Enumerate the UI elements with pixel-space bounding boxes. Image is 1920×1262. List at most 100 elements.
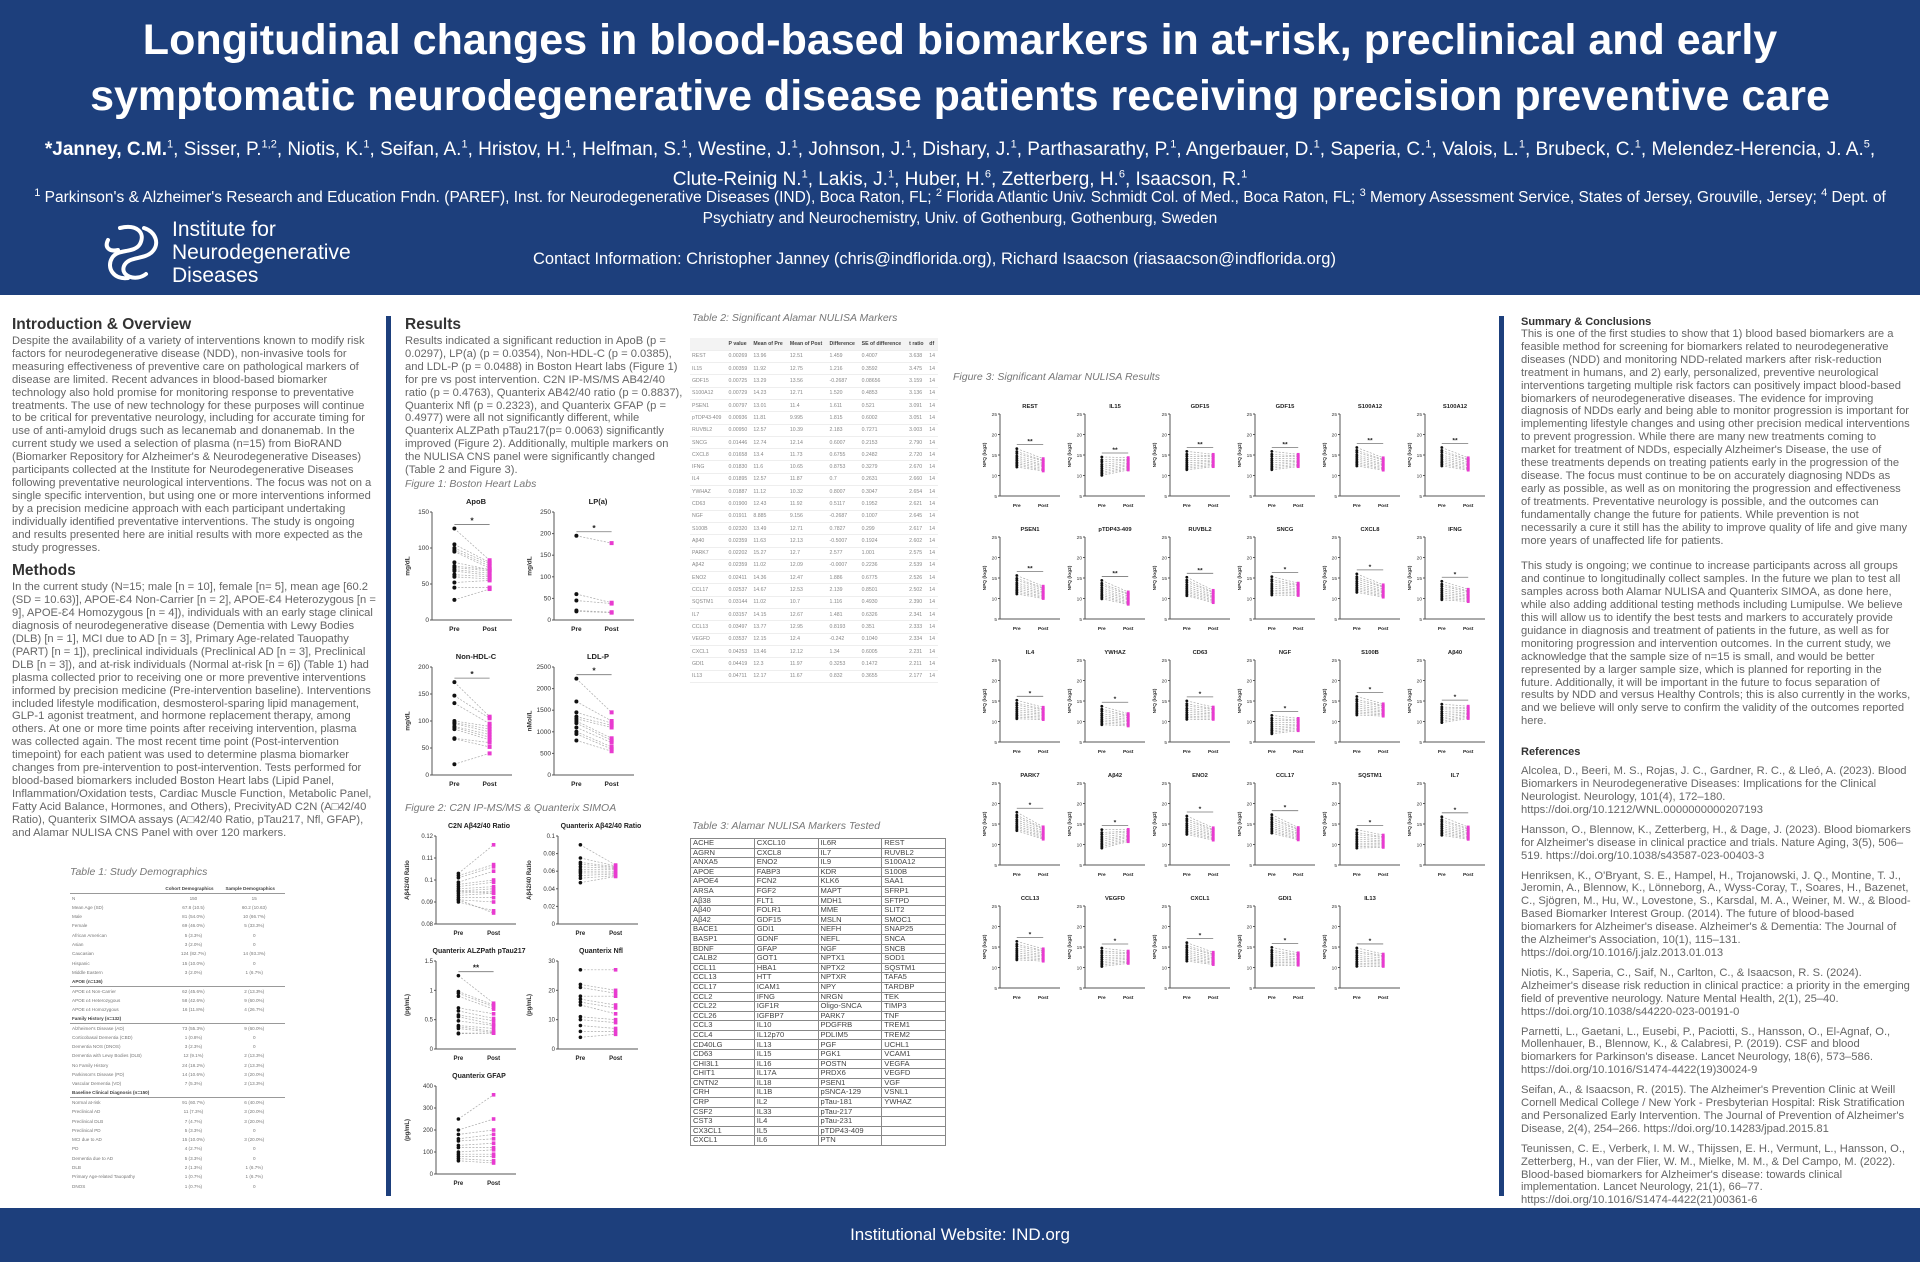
table-cell: 2 (13.3%): [244, 1062, 265, 1068]
table-cell: 0.6002: [859, 411, 908, 425]
post-point: [1296, 452, 1300, 456]
table-cell: 14: [927, 645, 938, 659]
marker-cell: SNCB: [881, 943, 946, 955]
table-row: BASP1 GDNF NEFL SNCA: [690, 933, 946, 945]
table-cell: NGF: [690, 510, 727, 523]
pre-point: [1355, 448, 1359, 452]
summary-section: Summary & Conclusions This is one of the…: [1521, 316, 1911, 1207]
table-cell: 3 (2.0%): [184, 969, 203, 975]
pre-point: [1355, 695, 1359, 698]
subject-line: [458, 992, 494, 1008]
marker-cell: KDR: [817, 866, 883, 878]
author-affiliation-number: 1: [1170, 139, 1177, 151]
post-point: [1126, 957, 1130, 961]
post-point: [1126, 830, 1130, 834]
marker-cell: BACE1: [690, 924, 755, 935]
table-row: BDNF GFAP NGF SNCB: [690, 943, 946, 955]
pre-point: [1355, 583, 1359, 587]
column-divider: [386, 316, 391, 1196]
table-cell: 12.51: [787, 350, 828, 364]
marker-cell: pTDP43-409: [817, 1125, 883, 1137]
x-tick-label: Post: [1208, 503, 1219, 509]
y-tick-label: 0.09: [421, 900, 433, 906]
table-cell: 10.7: [787, 596, 828, 610]
marker-cell: REST: [881, 838, 946, 849]
y-tick-label: 0.02: [543, 904, 555, 910]
table-row: SNCG 0.01446 12.74 12.14 0.6007 0.2153 2.790 14: [690, 436, 938, 450]
y-axis-label: mg/dL: [405, 556, 412, 576]
table-row: Caucasian 124 (82.7%) 14 (93.3%): [70, 949, 285, 958]
table-row: GDF15 0.00725 13.29 13.56 -0.2687 0.08656 3.15…: [690, 374, 938, 388]
marker-cell: CXCL1: [690, 1135, 755, 1146]
table-cell: 2.645: [907, 510, 928, 523]
marker-cell: CD40LG: [690, 1039, 755, 1051]
pre-point: [1355, 946, 1359, 950]
y-tick-label: 20: [992, 679, 998, 685]
table-cell: 9 (60.0%): [244, 1025, 265, 1031]
pre-point: [578, 856, 583, 860]
table-row: CCL17 0.02537 14.67 12.53 2.139 0.8501 2.502 14: [690, 583, 938, 597]
poster-header: Longitudinal changes in blood-based biom…: [0, 0, 1920, 295]
significance-stars: *: [1114, 696, 1117, 703]
post-point: [1211, 954, 1215, 958]
y-tick-label: 150: [418, 509, 429, 516]
y-tick-label: 5: [994, 617, 997, 623]
demographics-table: Cohort Demographics Sample Demographics N 1…: [70, 884, 285, 1191]
subject-line: [458, 991, 494, 1006]
y-tick-label: 20: [992, 556, 998, 562]
post-point: [1381, 836, 1385, 839]
post-point: [1211, 959, 1215, 962]
table-row: Family History (n=132): [70, 1014, 285, 1024]
author-name: Dishary, J.: [922, 139, 1011, 161]
table-cell: 2 (1.3%): [184, 1165, 203, 1171]
subject-line: [1441, 594, 1469, 598]
table-cell: -0.0007: [827, 559, 860, 573]
subject-line: [1016, 716, 1044, 719]
pre-point: [452, 574, 457, 579]
y-tick-label: 0: [547, 772, 551, 779]
y-axis-label: NPQ (log2): [1407, 811, 1413, 836]
subject-line: [454, 753, 490, 765]
table-header-row: P value Mean of Pre Mean of Post Difference…: [690, 338, 938, 351]
table-cell: 10.65: [787, 460, 828, 474]
post-point: [1126, 827, 1130, 831]
y-tick-label: 0: [430, 1047, 434, 1053]
marker-cell: CCL3: [690, 1020, 755, 1031]
marker-cell: NEFH: [817, 924, 883, 935]
marker-cell: UCHL1: [881, 1039, 946, 1051]
marker-cell: CRP: [690, 1097, 755, 1108]
table-cell: 15: [251, 895, 257, 901]
table-cell: 2.602: [907, 534, 928, 548]
post-point: [613, 874, 618, 879]
table-cell: 14: [927, 485, 938, 499]
affiliation-number: 1: [34, 187, 41, 199]
post-point: [613, 1026, 618, 1031]
pre-point: [1440, 702, 1444, 706]
pre-point: [1270, 946, 1274, 949]
post-point: [1296, 581, 1300, 585]
table-row: Dementia with Lewy Bodies (DLB) 12 (9.1%)…: [70, 1051, 285, 1060]
table-cell: 13.56: [787, 374, 828, 388]
ind-logo: Institute for Neurodegenerative Diseases: [100, 218, 351, 287]
table-cell: 69 (46.0%): [182, 923, 205, 929]
institutional-website[interactable]: Institutional Website: IND.org: [850, 1225, 1070, 1244]
subject-line: [454, 723, 490, 733]
table-cell: 1.34: [827, 645, 860, 659]
y-tick-label: 20: [1332, 925, 1338, 931]
table-cell: pTDP43-409: [690, 411, 727, 425]
marker-cell: CALB2: [690, 953, 755, 964]
y-axis-label: NPQ (log2): [1067, 934, 1073, 959]
pre-point: [1355, 457, 1359, 461]
subject-line: [1356, 458, 1384, 466]
y-axis-label: nMol/L: [527, 711, 534, 732]
table-cell: 0.6755: [827, 448, 860, 462]
table-cell: 14 (93.3%): [242, 951, 266, 957]
pre-point: [452, 526, 457, 531]
y-tick-label: 20: [1162, 679, 1168, 685]
subject-line: [1356, 959, 1384, 962]
pre-point: [578, 985, 583, 990]
subject-line: [458, 866, 494, 879]
pre-point: [1100, 579, 1104, 582]
subject-line: [1016, 699, 1044, 708]
